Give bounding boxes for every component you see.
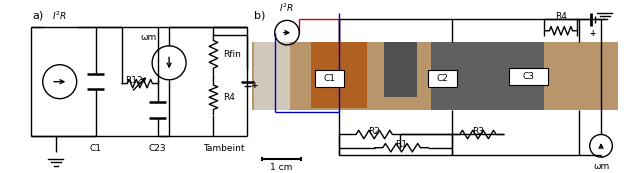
Text: R2: R2 — [368, 127, 380, 136]
Text: a): a) — [33, 11, 44, 21]
Text: C3: C3 — [522, 71, 534, 80]
Text: C2: C2 — [436, 74, 449, 83]
Text: R1: R1 — [396, 140, 408, 149]
Text: +: + — [589, 29, 596, 38]
Text: +: + — [251, 81, 259, 90]
Text: Rfin: Rfin — [223, 50, 241, 59]
Text: R4: R4 — [555, 12, 567, 21]
Text: b): b) — [254, 11, 266, 21]
Text: Tambeint: Tambeint — [203, 144, 244, 153]
Text: $I^2R$: $I^2R$ — [278, 1, 294, 14]
FancyBboxPatch shape — [310, 42, 367, 108]
Bar — [428, 70, 457, 87]
Text: C1: C1 — [323, 74, 335, 83]
Text: C1: C1 — [90, 144, 102, 153]
Bar — [316, 70, 344, 87]
FancyBboxPatch shape — [252, 42, 618, 110]
Text: ωm: ωm — [140, 33, 157, 42]
FancyBboxPatch shape — [431, 42, 545, 110]
Text: 1 cm: 1 cm — [270, 163, 292, 172]
Text: R4: R4 — [223, 93, 235, 102]
FancyBboxPatch shape — [384, 42, 417, 97]
Text: C23: C23 — [149, 144, 166, 153]
Text: R12: R12 — [125, 76, 143, 85]
Text: $I^2R$: $I^2R$ — [52, 10, 67, 22]
Text: R3: R3 — [472, 127, 484, 136]
Text: ωm: ωm — [593, 162, 609, 171]
FancyBboxPatch shape — [254, 42, 290, 110]
Bar — [509, 67, 548, 85]
